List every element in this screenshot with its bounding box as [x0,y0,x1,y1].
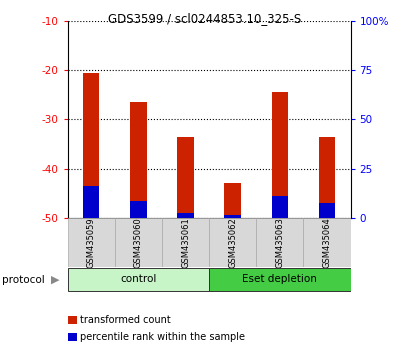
Bar [130,102,146,218]
Bar [67,218,115,267]
Bar [256,218,303,267]
Bar [318,137,335,218]
Bar [209,218,256,267]
Text: protocol: protocol [2,275,45,285]
Bar [224,215,240,218]
Bar [303,218,350,267]
Bar [67,268,209,291]
Text: GSM435063: GSM435063 [275,217,283,268]
Bar [318,203,335,218]
Text: GSM435061: GSM435061 [181,217,189,268]
Text: GSM435060: GSM435060 [134,217,142,268]
Bar [177,137,193,218]
Text: percentile rank within the sample: percentile rank within the sample [80,332,244,342]
Bar [162,218,209,267]
Bar [130,200,146,218]
Bar [83,73,99,218]
Text: GSM435059: GSM435059 [87,217,95,268]
Bar [83,186,99,218]
Text: transformed count: transformed count [80,315,170,325]
Bar [224,183,240,218]
Text: GDS3599 / scl0244853.10_325-S: GDS3599 / scl0244853.10_325-S [108,12,301,25]
Text: ▶: ▶ [51,275,59,285]
Text: Eset depletion: Eset depletion [242,274,317,284]
Bar [115,218,162,267]
Bar [177,213,193,218]
Text: GSM435062: GSM435062 [228,217,236,268]
Bar [209,268,350,291]
Text: control: control [120,274,156,284]
Bar [271,196,288,218]
Bar [271,92,288,218]
Text: GSM435064: GSM435064 [322,217,330,268]
